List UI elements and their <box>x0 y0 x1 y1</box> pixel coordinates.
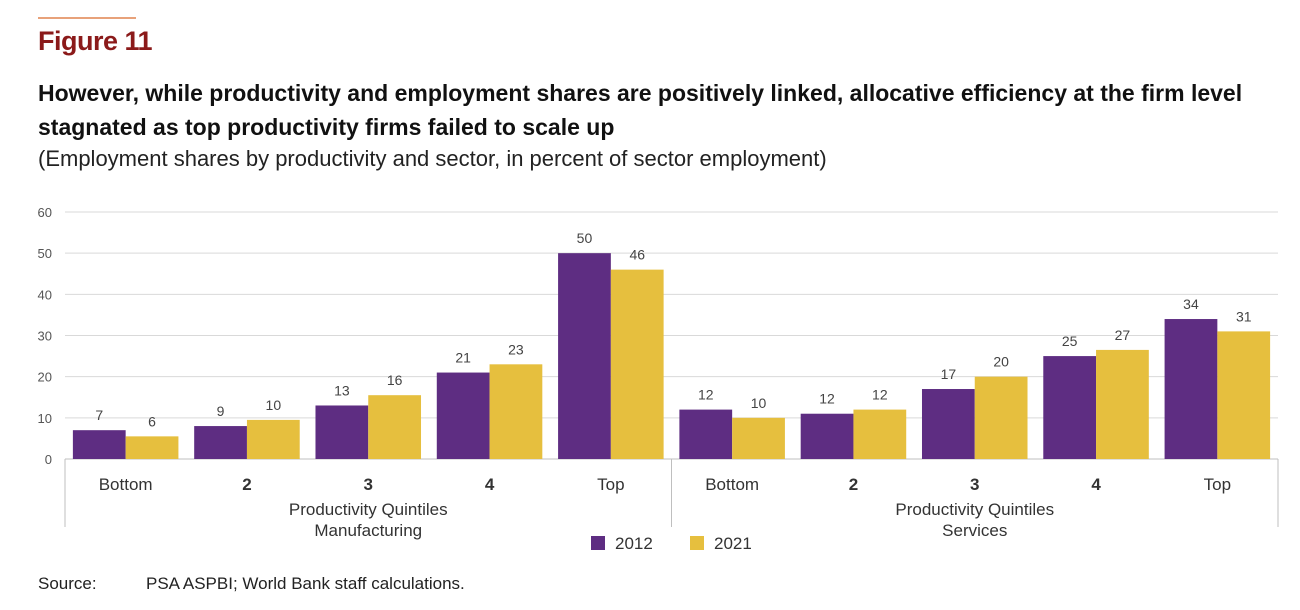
data-label-2021: 6 <box>148 413 156 429</box>
data-label-2012: 50 <box>577 230 593 246</box>
group-sector-label: Manufacturing <box>314 521 422 540</box>
y-tick-label: 60 <box>38 205 52 220</box>
group-axis-label: Productivity Quintiles <box>895 500 1054 519</box>
bar-2021 <box>246 419 300 459</box>
data-label-2012: 13 <box>334 382 350 398</box>
data-label-2021: 20 <box>993 354 1009 370</box>
y-tick-label: 10 <box>38 411 52 426</box>
legend-swatch-2012 <box>591 536 605 550</box>
figure-label: Figure 11 <box>38 26 153 56</box>
x-tick-label: Bottom <box>705 475 759 494</box>
y-tick-label: 40 <box>38 287 52 302</box>
data-label-2012: 25 <box>1062 333 1078 349</box>
data-label-2012: 12 <box>698 387 714 403</box>
data-label-2021: 27 <box>1115 327 1131 343</box>
data-label-2021: 12 <box>872 387 888 403</box>
bar-2012 <box>1164 319 1218 459</box>
y-tick-label: 50 <box>38 246 52 261</box>
data-label-2012: 9 <box>217 403 225 419</box>
bar-2021 <box>732 417 785 459</box>
data-label-2021: 31 <box>1236 308 1252 324</box>
bar-2012 <box>72 430 126 459</box>
bar-2021 <box>1096 349 1149 459</box>
x-tick-label: 4 <box>1091 475 1101 494</box>
bar-2021 <box>368 395 422 459</box>
data-label-2012: 21 <box>455 350 471 366</box>
group-sector-label: Services <box>942 521 1007 540</box>
x-tick-label: Top <box>1204 475 1231 494</box>
data-label-2012: 34 <box>1183 296 1199 312</box>
chart-subtitle: (Employment shares by productivity and s… <box>38 146 827 171</box>
group-axis-label: Productivity Quintiles <box>289 500 448 519</box>
chart-title: However, while productivity and employme… <box>38 80 1243 140</box>
bar-2021 <box>974 376 1028 459</box>
data-label-2021: 16 <box>387 372 403 388</box>
x-tick-label: Top <box>597 475 624 494</box>
bar-2021 <box>853 409 907 459</box>
legend-label-2012: 2012 <box>615 534 653 553</box>
bar-2012 <box>921 389 975 459</box>
bar-2012 <box>1043 356 1097 459</box>
header-accent-line <box>38 17 136 19</box>
legend-label-2021: 2021 <box>714 534 752 553</box>
legend-swatch-2021 <box>690 536 704 550</box>
source-text: PSA ASPBI; World Bank staff calculations… <box>146 574 465 593</box>
bar-2021 <box>610 269 664 459</box>
bar-2012 <box>315 405 369 459</box>
y-tick-label: 0 <box>45 452 52 467</box>
bar-2021 <box>489 364 543 459</box>
bar-2012 <box>436 372 490 459</box>
x-tick-label: 4 <box>485 475 495 494</box>
x-tick-label: 3 <box>970 475 979 494</box>
source-label: Source: <box>38 574 97 593</box>
bar-2012 <box>679 409 733 459</box>
data-label-2021: 10 <box>751 395 767 411</box>
data-label-2021: 10 <box>266 397 282 413</box>
y-tick-label: 20 <box>38 370 52 385</box>
bar-2021 <box>1217 331 1271 459</box>
bar-2012 <box>800 413 854 459</box>
data-label-2012: 7 <box>95 407 103 423</box>
data-label-2012: 17 <box>941 366 957 382</box>
bar-2012 <box>558 253 611 459</box>
x-tick-label: 2 <box>242 475 251 494</box>
y-tick-label: 30 <box>38 329 52 344</box>
data-label-2021: 23 <box>508 341 524 357</box>
x-tick-label: 3 <box>364 475 373 494</box>
data-label-2012: 12 <box>819 391 835 407</box>
data-label-2021: 46 <box>629 247 645 263</box>
bar-2021 <box>125 436 179 459</box>
x-tick-label: 2 <box>849 475 858 494</box>
bar-2012 <box>194 426 247 459</box>
x-tick-label: Bottom <box>99 475 153 494</box>
